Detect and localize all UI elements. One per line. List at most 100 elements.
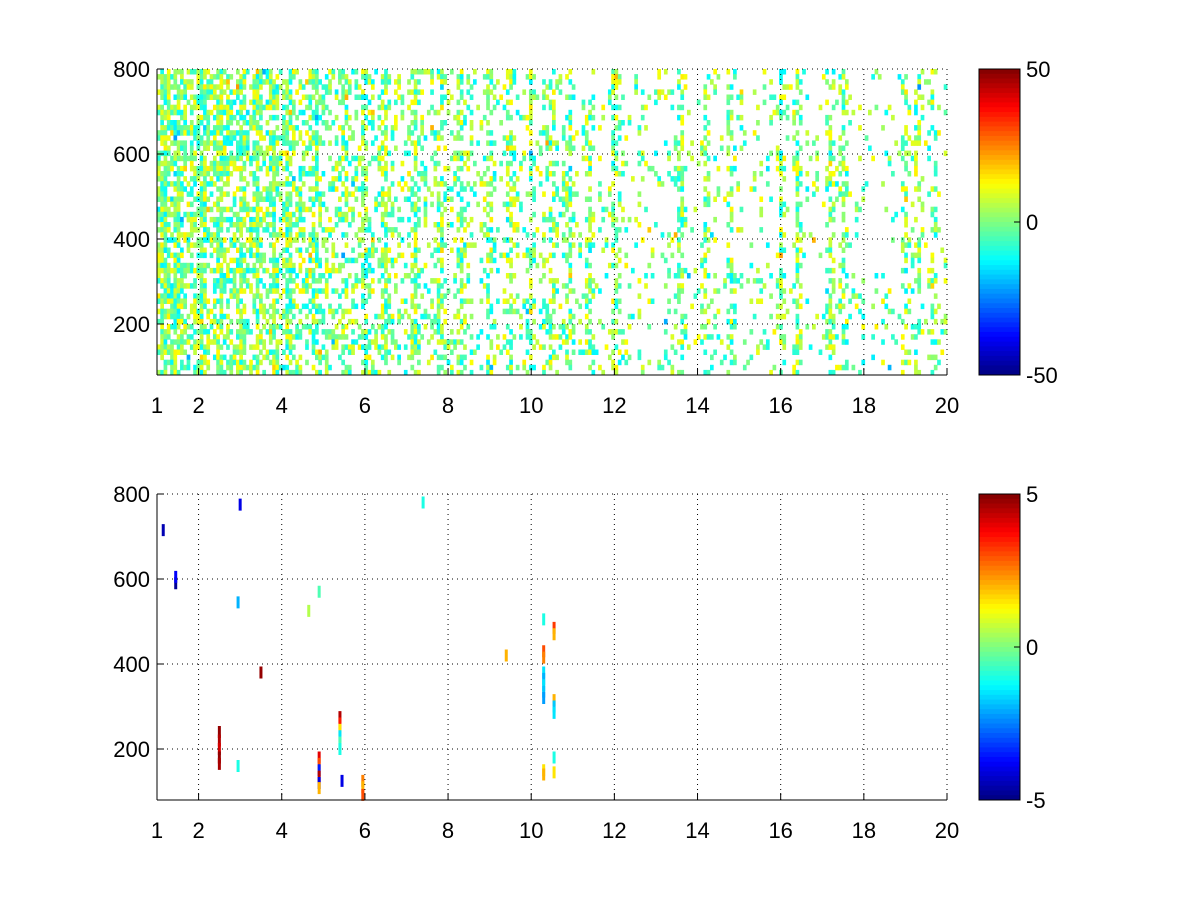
heatmap-cell xyxy=(838,135,843,141)
heatmap-cell xyxy=(311,313,316,320)
heatmap-cell xyxy=(505,349,510,355)
heatmap-cell xyxy=(479,227,484,233)
colorbar-swatch xyxy=(979,627,1020,634)
heatmap-cell xyxy=(413,324,418,330)
heatmap-cell xyxy=(272,262,276,269)
heatmap-cell xyxy=(163,237,168,243)
heatmap-cell xyxy=(364,334,369,340)
heatmap-cell xyxy=(170,344,174,350)
heatmap-cell xyxy=(558,303,563,310)
heatmap-cell xyxy=(933,364,938,371)
heatmap-cell xyxy=(680,344,685,350)
heatmap-cell xyxy=(466,181,471,187)
heatmap-cell xyxy=(759,206,764,213)
heatmap-cell xyxy=(387,150,392,157)
heatmap-cell xyxy=(430,191,434,197)
heatmap-cell xyxy=(324,329,329,335)
heatmap-cell xyxy=(370,324,375,330)
heatmap-cell xyxy=(456,227,461,233)
heatmap-cell xyxy=(242,140,247,146)
heatmap-cell xyxy=(282,216,286,223)
heatmap-cell xyxy=(410,191,415,197)
heatmap-cell xyxy=(301,181,306,187)
heatmap-cell xyxy=(384,79,388,85)
heatmap-cell xyxy=(407,104,411,111)
heatmap-cell xyxy=(614,298,619,304)
heatmap-cell xyxy=(515,242,520,248)
heatmap-cell xyxy=(765,165,770,172)
heatmap-cell xyxy=(305,278,309,284)
heatmap-cell xyxy=(933,135,938,141)
heatmap-cell xyxy=(268,283,273,289)
heatmap-cell xyxy=(176,109,181,116)
heatmap-cell xyxy=(249,114,253,121)
heatmap-cell xyxy=(278,339,283,345)
heatmap-cell xyxy=(703,222,708,228)
heatmap-cell xyxy=(900,186,905,192)
heatmap-cell xyxy=(430,303,434,310)
heatmap-cell xyxy=(301,232,306,238)
x-tick-label: 1 xyxy=(151,818,163,843)
heatmap-cell xyxy=(199,201,204,208)
heatmap-cell xyxy=(637,222,642,228)
heatmap-cell xyxy=(459,206,464,213)
heatmap-cell xyxy=(193,176,197,182)
heatmap-cell xyxy=(532,232,536,238)
heatmap-cell xyxy=(173,79,178,85)
heatmap-cell xyxy=(209,216,214,223)
heatmap-cell xyxy=(222,109,227,116)
heatmap-cell xyxy=(298,165,303,172)
heatmap-cell xyxy=(308,267,313,274)
heatmap-cell xyxy=(374,201,378,208)
heatmap-cell xyxy=(216,283,220,289)
colorbar-swatch xyxy=(979,116,1020,123)
x-tick-label: 16 xyxy=(768,818,792,843)
heatmap-cell xyxy=(528,308,533,315)
heatmap-cell xyxy=(361,140,365,146)
heatmap-cell xyxy=(347,84,352,90)
colorbar-swatch xyxy=(979,202,1020,209)
heatmap-cell xyxy=(492,186,497,192)
heatmap-cell xyxy=(486,364,490,371)
heatmap-cell xyxy=(917,120,922,126)
heatmap-cell xyxy=(384,206,388,213)
heatmap-cell xyxy=(364,354,369,361)
colorbar-swatch xyxy=(979,341,1020,347)
heatmap-cell xyxy=(160,283,164,289)
heatmap-cell xyxy=(598,364,602,371)
heatmap-cell xyxy=(825,288,829,294)
heatmap-cell xyxy=(186,69,191,75)
heatmap-cell xyxy=(209,109,214,116)
heatmap-cell xyxy=(828,313,833,320)
heatmap-cell xyxy=(301,155,306,162)
heatmap-cell xyxy=(196,329,201,335)
heatmap-cell xyxy=(825,114,829,121)
heatmap-cell xyxy=(897,150,902,157)
heatmap-cell xyxy=(486,334,490,340)
heatmap-cell xyxy=(308,206,313,213)
heatmap-cell xyxy=(910,227,915,233)
heatmap-cell xyxy=(180,145,184,151)
heatmap-cell xyxy=(212,84,217,90)
heatmap-cell xyxy=(700,145,704,151)
heatmap-cell xyxy=(660,364,665,371)
heatmap-cell xyxy=(417,359,421,366)
heatmap-cell xyxy=(504,649,508,662)
heatmap-cell xyxy=(798,114,803,121)
heatmap-cell xyxy=(242,349,247,355)
heatmap-cell xyxy=(525,247,530,253)
heatmap-cell xyxy=(440,69,444,75)
heatmap-cell xyxy=(749,354,754,361)
heatmap-cell xyxy=(311,186,316,192)
heatmap-cell xyxy=(229,109,234,116)
heatmap-cell xyxy=(769,313,773,320)
heatmap-cell xyxy=(285,222,290,228)
heatmap-cell xyxy=(275,257,280,264)
heatmap-cell xyxy=(163,201,168,208)
heatmap-cell xyxy=(236,211,240,218)
heatmap-cell xyxy=(907,298,912,304)
heatmap-cell xyxy=(772,329,777,335)
heatmap-cell xyxy=(433,165,438,172)
heatmap-cell xyxy=(473,79,477,85)
heatmap-cell xyxy=(216,99,220,106)
